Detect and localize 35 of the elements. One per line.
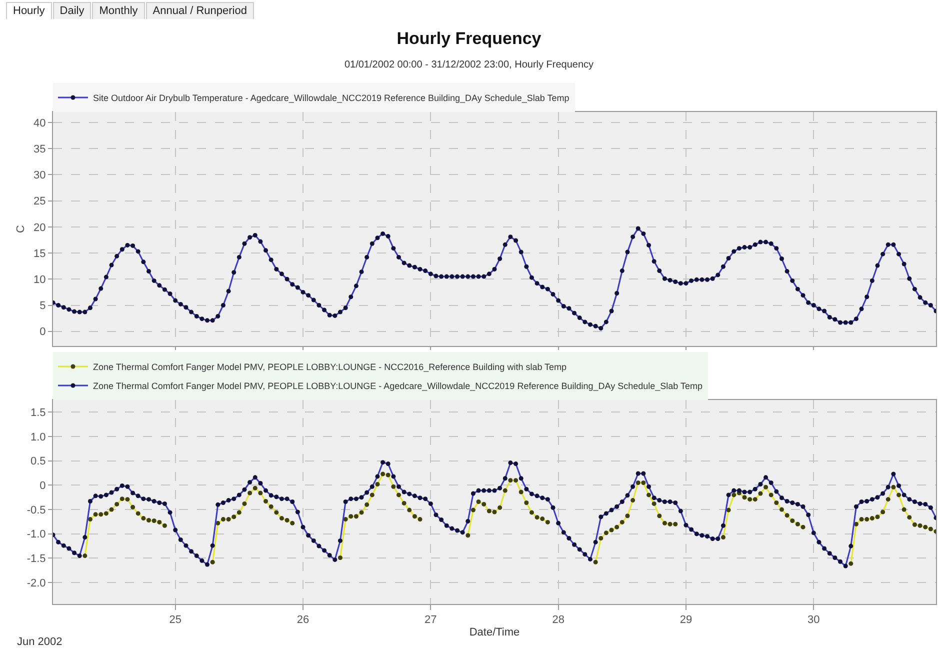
y-tick-label: 15 <box>34 248 46 260</box>
legend-label: Zone Thermal Comfort Fanger Model PMV, PEOPLE LOBBY:LOUNGE - Agedcare_Willowdale_NCC2019 Reference Building_DAy Schedule_Slab Temp <box>93 381 702 392</box>
y-tick-label: 20 <box>34 222 46 234</box>
chart-title: Hourly Frequency <box>396 28 542 48</box>
y-axis-title: C <box>15 224 28 233</box>
text: Hourly <box>6 2 52 19</box>
x-tick-label: 25 <box>169 614 182 626</box>
text: Monthly <box>92 2 145 19</box>
legend-label: Site Outdoor Air Drybulb Temperature - Agedcare_Willowdale_NCC2019 Reference Building_DAy Schedule_Slab Temp <box>93 93 570 104</box>
x-tick-label: 26 <box>296 614 310 626</box>
x-tick-label: 28 <box>552 614 564 626</box>
y-tick-label: 5 <box>40 300 46 312</box>
text: Daily <box>52 2 92 19</box>
x-tick-label: 30 <box>808 614 820 626</box>
y-tick-label: 40 <box>34 117 46 130</box>
y-tick-label: -1.0 <box>26 528 46 541</box>
y-tick-label: -1.5 <box>26 553 46 566</box>
y-tick-label: 25 <box>34 196 46 208</box>
y-tick-label: 1.0 <box>30 431 46 444</box>
y-tick-label: -0.5 <box>26 504 46 516</box>
text: Annual / Runperiod <box>146 2 254 19</box>
y-tick-label: 0.5 <box>30 456 46 468</box>
x-axis-title: Date/Time <box>469 626 520 638</box>
y-tick-label: 1.5 <box>30 407 46 420</box>
y-tick-label: 35 <box>34 143 46 156</box>
x-tick-label: 27 <box>424 614 437 626</box>
y-tick-label: 0 <box>40 326 46 338</box>
chart-subtitle: 01/01/2002 00:00 - 31/12/2002 23:00, Hourly Frequency <box>344 59 594 70</box>
y-tick-label: 30 <box>34 170 46 182</box>
x-tick-label: 29 <box>680 614 692 626</box>
y-tick-label: 10 <box>34 274 46 286</box>
text: Jun 2002 <box>17 636 62 648</box>
y-tick-label: -2.0 <box>26 577 46 590</box>
y-tick-label: 0 <box>40 480 46 492</box>
legend-label: Zone Thermal Comfort Fanger Model PMV, PEOPLE LOBBY:LOUNGE - NCC2016_Reference Building with slab Temp <box>93 362 567 372</box>
